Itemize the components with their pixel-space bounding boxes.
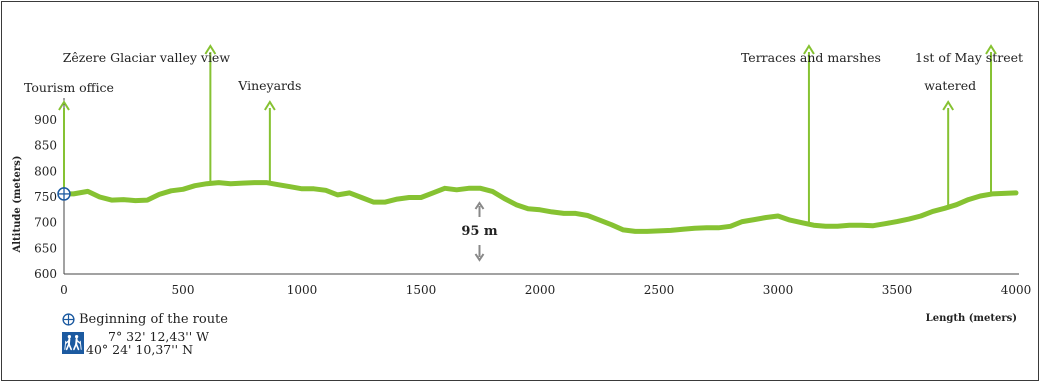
hikers-icon	[62, 332, 84, 354]
x-axis-label: Length (meters)	[926, 313, 1017, 324]
annotation-label: 1st of May street	[915, 50, 1023, 65]
legend-coordinates: 7° 32' 12,43'' W 40° 24' 10,37'' N	[62, 330, 228, 356]
y-tick-label: 600	[34, 267, 57, 281]
x-tick-label: 2000	[525, 283, 556, 297]
annotation-arrowhead	[204, 44, 217, 55]
annotation-label: watered	[924, 78, 976, 93]
annotation-label: Zêzere Glaciar valley view	[63, 50, 231, 65]
y-tick-label: 750	[34, 190, 57, 204]
x-tick-label: 4000	[1001, 283, 1032, 297]
y-axis-label: Altitude (meters)	[12, 156, 23, 254]
legend-start-row: Beginning of the route	[62, 310, 228, 328]
annotation-label: Terraces and marshes	[741, 50, 881, 65]
y-tick-label: 900	[34, 113, 57, 127]
route-start-marker	[57, 187, 71, 201]
annotation-arrowhead	[985, 44, 997, 55]
x-tick-label: 3500	[882, 283, 913, 297]
annotation-label: Tourism office	[24, 80, 114, 95]
y-tick-label: 700	[34, 216, 57, 230]
elevation-difference-label: 95 m	[461, 224, 498, 239]
annotation-arrowhead	[264, 100, 276, 111]
altitude-profile-line	[61, 180, 1019, 234]
y-tick-label: 650	[34, 241, 57, 255]
x-tick-label: 1000	[287, 283, 318, 297]
x-tick-label: 2500	[644, 283, 675, 297]
coordinate-text: 7° 32' 12,43'' W 40° 24' 10,37'' N	[86, 330, 209, 356]
x-tick-label: 3000	[763, 283, 794, 297]
crosshair-circle-icon	[62, 312, 75, 326]
annotation-arrowhead	[942, 100, 955, 111]
x-tick-label: 0	[60, 283, 68, 297]
legend-start-label: Beginning of the route	[79, 311, 228, 327]
up-arrow-icon	[474, 201, 485, 210]
longitude: 7° 32' 12,43'' W	[108, 329, 209, 344]
y-tick-label: 850	[34, 139, 57, 153]
latitude: 40° 24' 10,37'' N	[86, 342, 194, 357]
down-arrow-icon	[474, 253, 485, 262]
x-tick-label: 1500	[406, 283, 437, 297]
y-tick-label: 800	[34, 164, 57, 178]
annotation-arrowhead	[803, 44, 815, 55]
x-tick-label: 500	[172, 283, 195, 297]
legend: Beginning of the route	[62, 310, 228, 356]
tick-labels: 600 650 700 750 800 850 900 0 500 1000 1500 2000 250…	[34, 113, 1031, 297]
annotation-label: Vineyards	[237, 78, 301, 93]
annotation-arrowhead	[58, 100, 70, 111]
annotations: Tourism office Zêzere Glaciar valley view…	[24, 44, 1023, 225]
elevation-difference-marker: 95 m	[461, 201, 498, 262]
